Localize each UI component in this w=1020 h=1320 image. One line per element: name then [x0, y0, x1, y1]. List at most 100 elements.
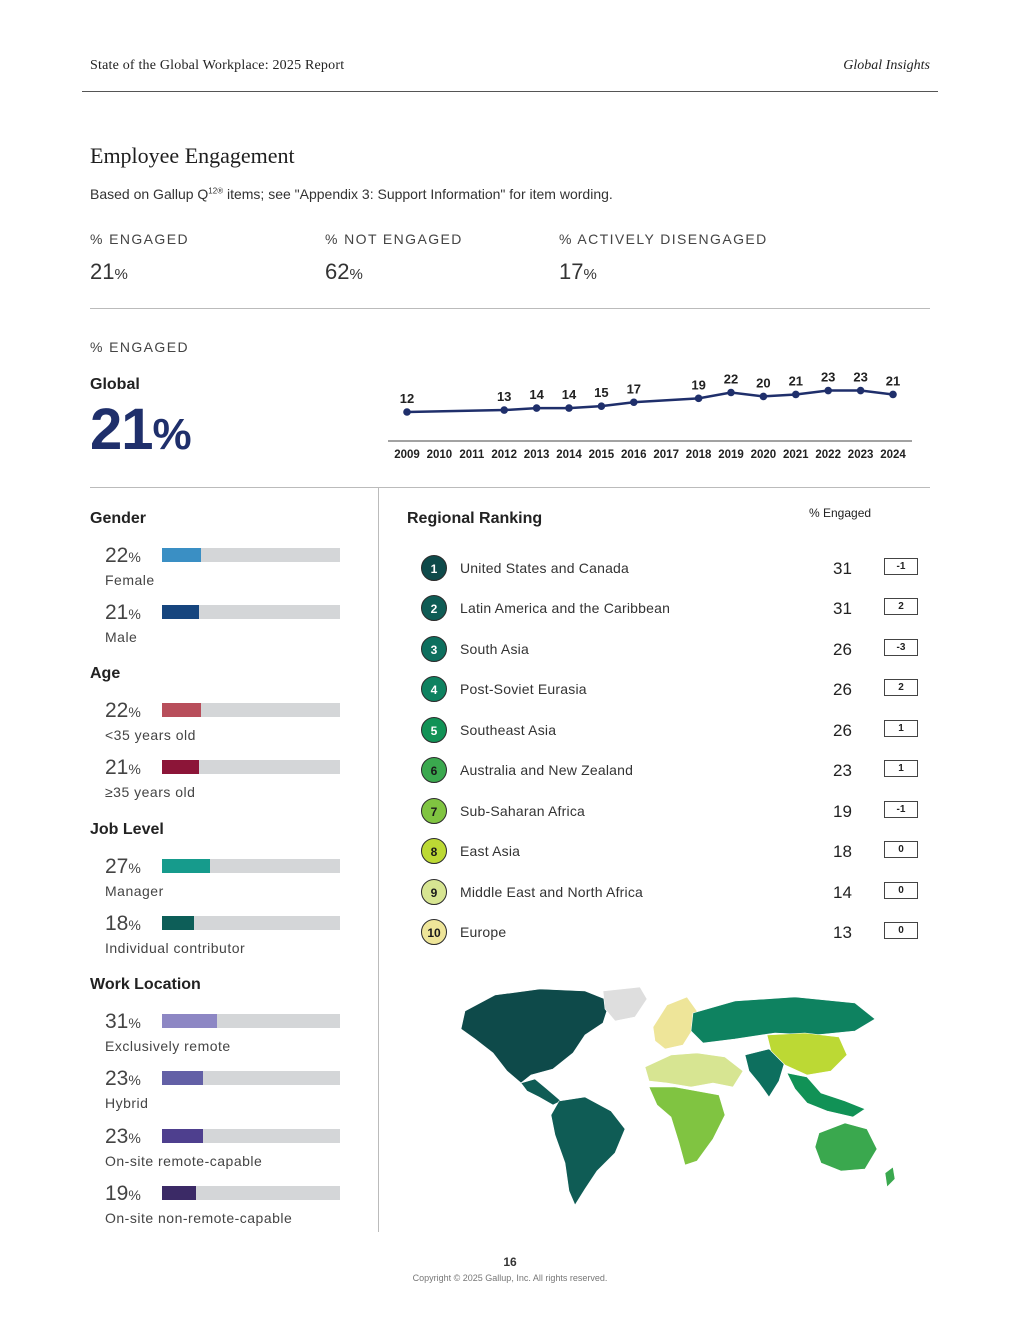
region-name: Southeast Asia: [460, 722, 557, 738]
demo-bar-fill: [162, 1129, 203, 1143]
subtitle-text: Based on Gallup Q: [90, 186, 209, 202]
demo-bar-fill: [162, 859, 211, 873]
demo-individual-contributor: 18% Individual contributor: [105, 912, 345, 962]
summary-label: % ACTIVELY DISENGAGED: [559, 231, 768, 247]
region-value: 31: [833, 599, 852, 618]
world-map: [460, 986, 896, 1206]
region-value: 31: [833, 559, 852, 578]
rank-badge: 5: [421, 717, 447, 743]
demo-label: Individual contributor: [105, 940, 246, 956]
demo-label: <35 years old: [105, 727, 196, 743]
page-number: 16: [503, 1255, 517, 1269]
summary-label: % ENGAGED: [90, 231, 189, 247]
demo-bar-track: [162, 703, 340, 717]
demo-bar-fill: [162, 703, 202, 717]
age-heading: Age: [90, 665, 121, 682]
data-point: [565, 404, 573, 412]
demo-label: On-site remote-capable: [105, 1153, 263, 1169]
demo-value: 31%: [105, 1010, 141, 1033]
demo-value: 23%: [105, 1125, 141, 1148]
demo-female: 22% Female: [105, 544, 345, 594]
ranking-row: 9 Middle East and North Africa 14 0: [421, 879, 921, 909]
data-point: [694, 394, 703, 403]
data-point: [532, 404, 541, 412]
demo-bar-track: [162, 548, 340, 562]
demo-label: Exclusively remote: [105, 1038, 231, 1054]
demo-onsite-non-remote-capable: 19% On-site non-remote-capable: [105, 1182, 345, 1232]
demo-value: 22%: [105, 544, 141, 567]
data-label: 12: [400, 391, 414, 406]
rank-badge: 6: [421, 757, 447, 783]
demo-manager: 27% Manager: [105, 855, 345, 905]
rank-badge: 7: [421, 798, 447, 824]
x-tick-label: 2021: [783, 449, 809, 461]
data-point: [856, 386, 865, 395]
data-point: [630, 398, 638, 407]
region-value: 23: [833, 761, 852, 780]
subtitle-text-rest: items; see "Appendix 3: Support Informat…: [223, 186, 613, 202]
demo-label: Male: [105, 629, 138, 645]
data-label: 17: [627, 381, 641, 396]
map-region-new-zealand: [884, 1166, 896, 1188]
x-tick-label: 2016: [621, 449, 647, 461]
demo-onsite-remote-capable: 23% On-site remote-capable: [105, 1125, 345, 1175]
rank-change-badge: 0: [884, 882, 918, 899]
data-label: 14: [529, 387, 544, 402]
data-point: [727, 388, 735, 397]
region-name: Sub-Saharan Africa: [460, 803, 586, 819]
map-region-south-america: [550, 1096, 626, 1206]
ranking-row: 10 Europe 13 0: [421, 919, 921, 949]
region-value: 26: [833, 680, 852, 699]
ranking-row: 5 Southeast Asia 26 1: [421, 717, 921, 747]
ranking-row: 3 South Asia 26 -3: [421, 636, 921, 666]
rank-badge: 8: [421, 838, 447, 864]
rank-change-badge: -1: [884, 801, 918, 818]
rank-change-badge: 2: [884, 679, 918, 696]
x-tick-label: 2011: [459, 449, 485, 461]
demo-label: Hybrid: [105, 1095, 149, 1111]
column-divider: [378, 487, 379, 1232]
demo-bar-track: [162, 1129, 340, 1143]
data-label: 21: [886, 373, 900, 388]
map-region-post-soviet: [690, 996, 876, 1044]
map-region-east-asia: [766, 1032, 848, 1076]
demo-under-35: 22% <35 years old: [105, 699, 345, 749]
ranking-row: 4 Post-Soviet Eurasia 26 2: [421, 676, 921, 706]
demo-bar-fill: [162, 548, 202, 562]
demo-value: 21%: [105, 756, 141, 779]
data-point: [597, 402, 606, 410]
map-greenland: [602, 986, 648, 1022]
engaged-section-label: % ENGAGED: [90, 339, 189, 355]
map-region-sub-saharan: [648, 1086, 726, 1166]
work-location-heading: Work Location: [90, 976, 201, 993]
map-region-australia-nz: [814, 1122, 878, 1172]
data-label: 14: [562, 387, 577, 402]
summary-not-engaged: % NOT ENGAGED 62%: [325, 231, 463, 285]
x-tick-label: 2014: [556, 449, 582, 461]
data-point: [792, 390, 800, 399]
demo-bar-track: [162, 916, 340, 930]
summary-value: 21%: [90, 259, 128, 284]
x-tick-label: 2017: [653, 449, 679, 461]
x-tick-label: 2019: [718, 449, 744, 461]
data-label: 22: [724, 372, 738, 387]
header-divider: [82, 91, 938, 92]
demo-value: 19%: [105, 1182, 141, 1205]
data-label: 21: [789, 373, 803, 388]
demo-bar-track: [162, 859, 340, 873]
x-tick-label: 2022: [815, 449, 841, 461]
data-label: 23: [821, 370, 835, 385]
demo-male: 21% Male: [105, 601, 345, 651]
demo-label: On-site non-remote-capable: [105, 1210, 293, 1226]
map-region-us-canada: [460, 988, 611, 1084]
demo-value: 21%: [105, 601, 141, 624]
demo-bar-fill: [162, 760, 200, 774]
demo-bar-track: [162, 605, 340, 619]
data-label: 20: [756, 375, 770, 390]
region-name: United States and Canada: [460, 560, 630, 576]
demo-bar-track: [162, 1071, 340, 1085]
map-region-europe: [652, 996, 698, 1050]
rank-badge: 10: [421, 919, 447, 945]
rank-badge: 9: [421, 879, 447, 905]
data-point: [500, 406, 508, 414]
